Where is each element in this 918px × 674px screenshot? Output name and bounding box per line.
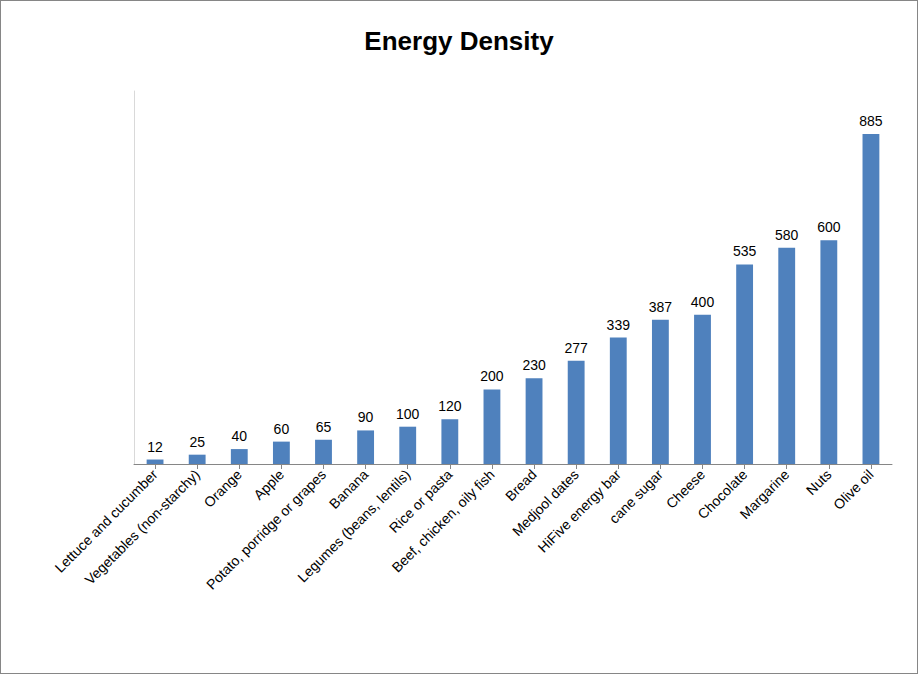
svg-text:65: 65 (316, 419, 332, 435)
svg-text:60: 60 (274, 421, 290, 437)
svg-text:Orange: Orange (201, 466, 245, 510)
svg-text:90: 90 (358, 409, 374, 425)
svg-text:Potato, porridge or grapes: Potato, porridge or grapes (202, 466, 330, 593)
svg-text:535: 535 (733, 243, 757, 259)
svg-text:277: 277 (564, 340, 588, 356)
svg-text:HiFive energy bar: HiFive energy bar (534, 466, 624, 556)
svg-text:339: 339 (607, 317, 631, 333)
svg-text:Margarine: Margarine (737, 466, 793, 522)
svg-text:Rice or pasta: Rice or pasta (385, 466, 456, 536)
svg-text:Lettuce and cucumber: Lettuce and cucumber (51, 466, 161, 576)
svg-text:Legumes (beans, lentils): Legumes (beans, lentils) (294, 466, 414, 586)
svg-text:cane sugar: cane sugar (606, 466, 666, 526)
svg-text:Energy Density: Energy Density (364, 26, 554, 56)
svg-text:Olive oil: Olive oil (830, 466, 876, 512)
svg-text:Medjool dates: Medjool dates (508, 466, 582, 540)
svg-text:400: 400 (691, 294, 715, 310)
svg-text:Beef, chicken, oily fish: Beef, chicken, oily fish (388, 466, 497, 575)
svg-text:Cheese: Cheese (662, 466, 709, 512)
svg-text:100: 100 (396, 406, 420, 422)
svg-text:Apple: Apple (250, 466, 287, 503)
svg-text:Chocolate: Chocolate (694, 466, 751, 523)
svg-text:387: 387 (649, 299, 673, 315)
svg-text:885: 885 (859, 113, 883, 129)
svg-text:580: 580 (775, 227, 799, 243)
svg-text:Vegetables (non-starchy): Vegetables (non-starchy) (82, 466, 203, 587)
svg-text:Banana: Banana (325, 466, 372, 512)
svg-text:120: 120 (438, 398, 462, 414)
svg-text:230: 230 (522, 357, 546, 373)
svg-text:25: 25 (189, 434, 205, 450)
svg-text:12: 12 (147, 439, 163, 455)
svg-text:600: 600 (817, 219, 841, 235)
svg-text:200: 200 (480, 368, 504, 384)
svg-text:Nuts: Nuts (803, 466, 835, 498)
svg-text:Bread: Bread (502, 466, 540, 504)
svg-text:40: 40 (231, 428, 247, 444)
